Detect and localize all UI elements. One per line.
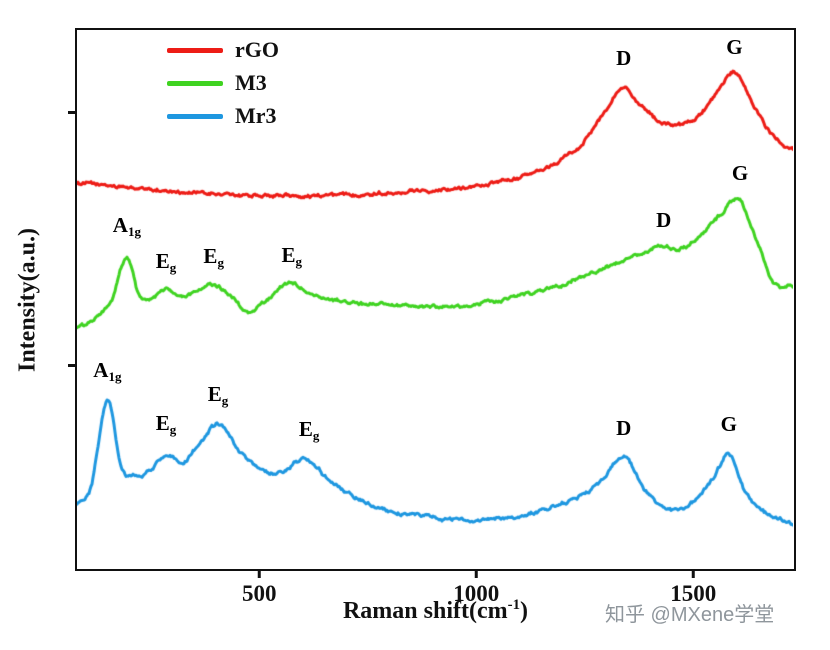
peak-label-Mr3-Eg: Eg [298,416,320,443]
legend-item-rgo: rGO [167,38,279,62]
peak-label-rGO-G: G [726,34,743,59]
peak-label-M3-Eg: Eg [155,249,177,276]
x-tick-label-500: 500 [242,581,277,606]
x-axis-label-superscript: -1 [507,597,521,613]
peak-label-M3-D: D [656,208,672,233]
peak-label-Mr3-A1g: A1g [93,358,122,385]
peak-label-Mr3-Eg: Eg [155,411,177,438]
legend-line-swatch-m3 [167,80,223,86]
peak-label-Mr3-D: D [616,415,632,440]
legend: rGO M3 Mr3 [167,38,279,128]
x-tick-1000 [474,569,478,578]
peak-label-M3-A1g: A1g [112,213,141,240]
peak-label-M3-Eg: Eg [203,243,224,270]
peak-label-rGO-D: D [616,45,632,70]
x-axis-label-suffix: ) [520,598,529,624]
peak-label-Mr3-G: G [720,411,737,436]
legend-item-m3: M3 [167,71,279,95]
x-tick-label-1500: 1500 [670,581,717,606]
legend-item-mr3: Mr3 [167,104,279,128]
legend-label-rgo: rGO [235,37,279,62]
legend-label-m3: M3 [235,70,267,95]
y-tick-1 [68,364,77,367]
spectra-canvas [77,30,793,568]
x-tick-500 [258,569,261,578]
x-tick-label-1000: 1000 [453,581,500,606]
legend-label-mr3: Mr3 [235,103,277,128]
legend-line-swatch-mr3 [167,113,223,119]
legend-line-swatch-rgo [167,47,223,53]
x-axis-label: Raman shift(cm-1) [75,597,796,625]
x-tick-1500 [691,569,695,578]
y-tick-0 [68,111,77,114]
peak-label-M3-G: G [731,161,749,186]
peak-label-M3-Eg: Eg [281,242,303,269]
x-axis-label-prefix: Raman shift(cm [342,598,508,624]
watermark: 知乎 @MXene学堂 [605,604,775,626]
plot-area: rGO M3 Mr3 D G A1g Eg Eg Eg D G A1g Eg Eg Eg D G 500 10… [68,28,796,606]
peak-label-Mr3-Eg: Eg [207,381,229,408]
y-axis-label: Intensity(a.u.) [14,227,41,373]
